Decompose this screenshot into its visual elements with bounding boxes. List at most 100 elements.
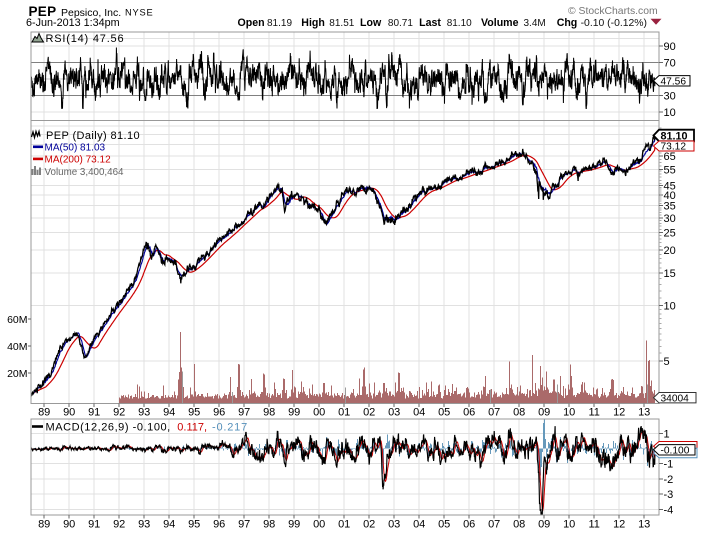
svg-text:10: 10 (563, 519, 575, 531)
svg-text:94: 94 (163, 519, 175, 531)
svg-text:0.117,: 0.117, (177, 422, 207, 434)
svg-text:-0.217: -0.217 (212, 422, 248, 434)
svg-text:Last: Last (419, 17, 441, 29)
svg-text:97: 97 (238, 519, 250, 531)
svg-text:6-Jun-2013 1:34pm: 6-Jun-2013 1:34pm (26, 17, 120, 29)
svg-text:-0.100: -0.100 (661, 446, 690, 457)
svg-text:1: 1 (664, 428, 670, 440)
svg-text:30: 30 (664, 213, 676, 225)
svg-text:93: 93 (138, 407, 150, 419)
svg-text:12: 12 (613, 407, 625, 419)
svg-text:NYSE: NYSE (125, 8, 154, 18)
svg-text:95: 95 (188, 519, 200, 531)
svg-text:03: 03 (388, 407, 400, 419)
svg-text:05: 05 (438, 519, 450, 531)
svg-text:73.12: 73.12 (661, 142, 687, 153)
svg-text:09: 09 (538, 519, 550, 531)
svg-text:-1: -1 (664, 459, 674, 471)
svg-text:PEP: PEP (29, 4, 57, 19)
svg-text:-4: -4 (664, 504, 674, 516)
svg-text:81.10: 81.10 (447, 18, 472, 29)
svg-text:95: 95 (188, 407, 200, 419)
svg-text:00: 00 (313, 519, 325, 531)
svg-text:98: 98 (263, 519, 275, 531)
svg-text:High: High (301, 17, 325, 29)
svg-text:MA(50) 81.03: MA(50) 81.03 (45, 143, 106, 154)
svg-text:15: 15 (664, 268, 676, 280)
svg-text:80.71: 80.71 (388, 18, 413, 29)
svg-text:05: 05 (438, 407, 450, 419)
svg-text:03: 03 (388, 519, 400, 531)
svg-text:13: 13 (638, 407, 650, 419)
svg-text:40: 40 (664, 190, 676, 202)
svg-text:96: 96 (213, 407, 225, 419)
svg-text:55: 55 (664, 165, 676, 177)
svg-text:3.4M: 3.4M (524, 18, 546, 29)
svg-text:92: 92 (113, 407, 125, 419)
svg-text:94: 94 (163, 407, 175, 419)
svg-text:Low: Low (360, 17, 382, 29)
svg-text:81.19: 81.19 (267, 18, 292, 29)
svg-text:Volume 3,400,464: Volume 3,400,464 (45, 167, 125, 178)
svg-text:Volume: Volume (481, 17, 519, 29)
svg-text:01: 01 (338, 519, 350, 531)
svg-text:92: 92 (113, 519, 125, 531)
svg-text:81.51: 81.51 (329, 18, 354, 29)
svg-text:47.56: 47.56 (661, 77, 687, 88)
svg-text:25: 25 (664, 227, 676, 239)
svg-text:89: 89 (38, 407, 50, 419)
svg-text:07: 07 (488, 407, 500, 419)
svg-text:02: 02 (363, 407, 375, 419)
svg-text:99: 99 (288, 519, 300, 531)
svg-text:-0.10 (-0.12%): -0.10 (-0.12%) (581, 18, 647, 29)
svg-text:45: 45 (664, 181, 676, 193)
svg-text:04: 04 (413, 407, 425, 419)
svg-text:5: 5 (664, 356, 670, 368)
svg-text:Chg: Chg (557, 17, 578, 29)
svg-text:PEP (Daily) 81.10: PEP (Daily) 81.10 (46, 130, 140, 142)
svg-text:97: 97 (238, 407, 250, 419)
svg-text:Open: Open (238, 17, 265, 29)
svg-text:08: 08 (513, 407, 525, 419)
svg-text:10: 10 (563, 407, 575, 419)
svg-text:20: 20 (664, 245, 676, 257)
svg-text:98: 98 (263, 407, 275, 419)
svg-text:89: 89 (38, 519, 50, 531)
svg-text:02: 02 (363, 519, 375, 531)
svg-text:08: 08 (513, 519, 525, 531)
svg-text:12: 12 (613, 519, 625, 531)
svg-text:90: 90 (63, 407, 75, 419)
svg-text:00: 00 (313, 407, 325, 419)
svg-text:96: 96 (213, 519, 225, 531)
svg-text:91: 91 (88, 519, 100, 531)
svg-text:60M: 60M (7, 314, 27, 326)
svg-text:MA(200) 73.12: MA(200) 73.12 (45, 155, 112, 166)
svg-text:09: 09 (538, 407, 550, 419)
svg-text:90: 90 (664, 41, 676, 53)
svg-text:70: 70 (664, 57, 676, 69)
svg-text:65: 65 (664, 151, 676, 163)
svg-text:06: 06 (463, 407, 475, 419)
svg-text:01: 01 (338, 407, 350, 419)
svg-text:04: 04 (413, 519, 425, 531)
svg-text:06: 06 (463, 519, 475, 531)
svg-text:99: 99 (288, 407, 300, 419)
svg-text:91: 91 (88, 407, 100, 419)
svg-text:MACD(12,26,9) -0.100,: MACD(12,26,9) -0.100, (46, 422, 171, 434)
svg-text:20M: 20M (7, 368, 27, 380)
svg-text:-2: -2 (664, 474, 674, 486)
svg-text:RSI(14) 47.56: RSI(14) 47.56 (46, 33, 125, 45)
svg-text:81.10: 81.10 (661, 130, 688, 142)
svg-text:30: 30 (664, 90, 676, 102)
svg-text:34004: 34004 (661, 393, 690, 404)
svg-text:11: 11 (588, 407, 599, 419)
svg-text:07: 07 (488, 519, 500, 531)
svg-text:Pepsico, Inc.: Pepsico, Inc. (61, 7, 121, 19)
svg-text:13: 13 (638, 519, 650, 531)
svg-text:© StockCharts.com: © StockCharts.com (568, 6, 658, 17)
svg-text:11: 11 (588, 519, 599, 531)
svg-text:10: 10 (664, 107, 676, 119)
svg-text:10: 10 (664, 301, 676, 313)
svg-text:35: 35 (664, 201, 676, 213)
svg-text:93: 93 (138, 519, 150, 531)
